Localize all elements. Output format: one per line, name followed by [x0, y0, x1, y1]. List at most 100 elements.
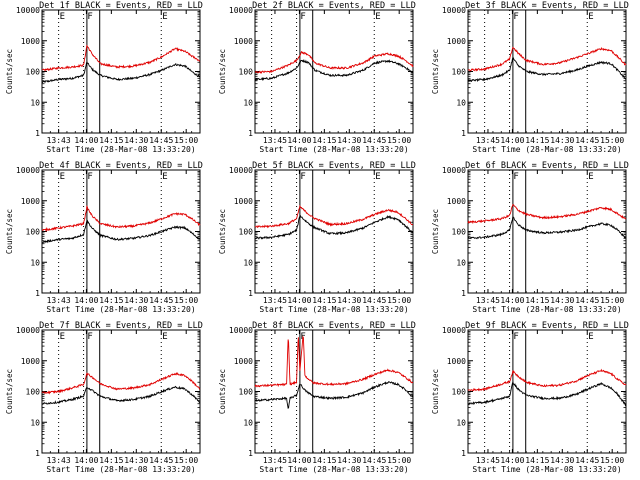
- marker-letter: E: [375, 172, 380, 182]
- x-tick-label: 14:15: [525, 456, 549, 465]
- chart-title: Det 6f BLACK = Events, RED = LLD: [465, 161, 629, 171]
- series-line-lld: [467, 204, 627, 225]
- chart-title: Det 8f BLACK = Events, RED = LLD: [252, 321, 416, 331]
- y-tick-label: 1000: [234, 197, 253, 206]
- y-tick-label: 1: [248, 129, 253, 138]
- x-tick-label: 14:00: [74, 136, 98, 145]
- y-tick-label: 100: [239, 388, 254, 397]
- series-line-events: [467, 215, 627, 240]
- series-line-events: [254, 58, 414, 82]
- chart-title: Det 4f BLACK = Events, RED = LLD: [39, 161, 203, 171]
- series-line-lld: [255, 51, 414, 74]
- x-tick-label: 13:45: [476, 456, 500, 465]
- x-tick-label: 15:00: [387, 456, 411, 465]
- marker-letter: F: [300, 172, 305, 182]
- series-line-lld: [254, 204, 414, 229]
- chart-panel-9: Det 9f BLACK = Events, RED = LLD 1 10 100 10…: [431, 321, 629, 474]
- x-tick-label: 14:15: [525, 136, 549, 145]
- marker-letter: E: [162, 12, 167, 22]
- x-tick-label: 13:45: [263, 296, 287, 305]
- y-axis-label: Counts/sec: [5, 369, 14, 414]
- x-tick-label: 14:45: [575, 456, 599, 465]
- series-line-lld: [254, 335, 414, 388]
- y-tick-label: 10000: [442, 326, 466, 335]
- y-tick-label: 10: [456, 98, 466, 107]
- y-tick-label: 10000: [16, 166, 40, 175]
- chart-title: Det 7f BLACK = Events, RED = LLD: [39, 321, 203, 331]
- x-tick-label: 13:43: [47, 136, 71, 145]
- x-tick-label: 14:45: [362, 136, 386, 145]
- y-tick-label: 10000: [229, 6, 253, 15]
- y-tick-label: 1000: [447, 197, 466, 206]
- y-tick-label: 1: [35, 129, 40, 138]
- marker-letter: E: [60, 12, 65, 22]
- x-tick-label: 14:15: [99, 456, 123, 465]
- plot-frame: [467, 169, 627, 294]
- chart-title: Det 1f BLACK = Events, RED = LLD: [39, 1, 203, 11]
- series-line-events: [254, 214, 413, 240]
- series-line-lld: [468, 46, 627, 72]
- y-tick-label: 1: [461, 289, 466, 298]
- x-tick-label: 14:30: [337, 136, 361, 145]
- series-line-events: [467, 380, 627, 407]
- x-tick-label: 14:00: [500, 136, 524, 145]
- chart-panel-3: Det 3f BLACK = Events, RED = LLD 1 10 100 10…: [431, 1, 629, 154]
- chart-panel-6: Det 6f BLACK = Events, RED = LLD 1 10 100 10…: [431, 161, 629, 314]
- x-axis-label: Start Time (28-Mar-08 13:33:20): [259, 145, 408, 154]
- y-axis-label: Counts/sec: [5, 49, 14, 94]
- x-tick-label: 13:43: [47, 456, 71, 465]
- series-line-events: [41, 219, 201, 244]
- y-tick-label: 100: [452, 388, 467, 397]
- y-tick-label: 10000: [16, 326, 40, 335]
- y-axis-label: Counts/sec: [431, 49, 440, 94]
- chart-panel-7: Det 7f BLACK = Events, RED = LLD 1 10 100 10…: [5, 321, 203, 474]
- marker-letter: F: [513, 332, 518, 342]
- chart-title: Det 5f BLACK = Events, RED = LLD: [252, 161, 416, 171]
- series-line-lld: [41, 204, 201, 233]
- marker-letter: E: [588, 12, 593, 22]
- x-tick-label: 14:15: [312, 136, 336, 145]
- x-tick-label: 14:15: [525, 296, 549, 305]
- y-axis-label: Counts/sec: [218, 369, 227, 414]
- series-line-lld: [41, 372, 201, 395]
- y-tick-label: 1: [35, 449, 40, 458]
- x-axis-label: Start Time (28-Mar-08 13:33:20): [472, 305, 621, 314]
- x-tick-label: 14:45: [149, 136, 173, 145]
- x-axis-label: Start Time (28-Mar-08 13:33:20): [46, 305, 195, 314]
- y-axis-label: Counts/sec: [5, 209, 14, 254]
- marker-letter: E: [60, 172, 65, 182]
- y-tick-label: 1: [35, 289, 40, 298]
- y-tick-label: 100: [452, 228, 467, 237]
- x-tick-label: 14:45: [362, 296, 386, 305]
- marker-letter: F: [87, 332, 92, 342]
- x-axis-label: Start Time (28-Mar-08 13:33:20): [259, 465, 408, 474]
- x-tick-label: 15:00: [600, 456, 624, 465]
- chart-title: Det 9f BLACK = Events, RED = LLD: [465, 321, 629, 331]
- plot-frame: [254, 169, 414, 294]
- x-tick-label: 14:45: [362, 456, 386, 465]
- y-tick-label: 10: [30, 98, 40, 107]
- plot-frame: [41, 329, 201, 454]
- y-tick-label: 10: [456, 258, 466, 267]
- y-tick-label: 1: [461, 449, 466, 458]
- series-line-events: [254, 380, 414, 409]
- marker-letter: E: [162, 332, 167, 342]
- y-axis-label: Counts/sec: [218, 209, 227, 254]
- x-tick-label: 15:00: [387, 136, 411, 145]
- marker-letter: F: [300, 12, 305, 22]
- x-tick-label: 14:15: [99, 296, 123, 305]
- x-axis-label: Start Time (28-Mar-08 13:33:20): [472, 145, 621, 154]
- x-tick-label: 14:45: [575, 136, 599, 145]
- x-tick-label: 14:30: [550, 456, 574, 465]
- y-tick-label: 1000: [21, 357, 40, 366]
- y-axis-label: Counts/sec: [431, 209, 440, 254]
- chart-panel-2: Det 2f BLACK = Events, RED = LLD 1 10 100 10…: [218, 1, 416, 154]
- y-tick-label: 10000: [442, 6, 466, 15]
- x-tick-label: 14:15: [312, 296, 336, 305]
- x-tick-label: 15:00: [600, 136, 624, 145]
- x-tick-label: 13:45: [263, 456, 287, 465]
- y-tick-label: 1: [248, 449, 253, 458]
- chart-title: Det 2f BLACK = Events, RED = LLD: [252, 1, 416, 11]
- x-tick-label: 14:45: [575, 296, 599, 305]
- x-tick-label: 14:15: [99, 136, 123, 145]
